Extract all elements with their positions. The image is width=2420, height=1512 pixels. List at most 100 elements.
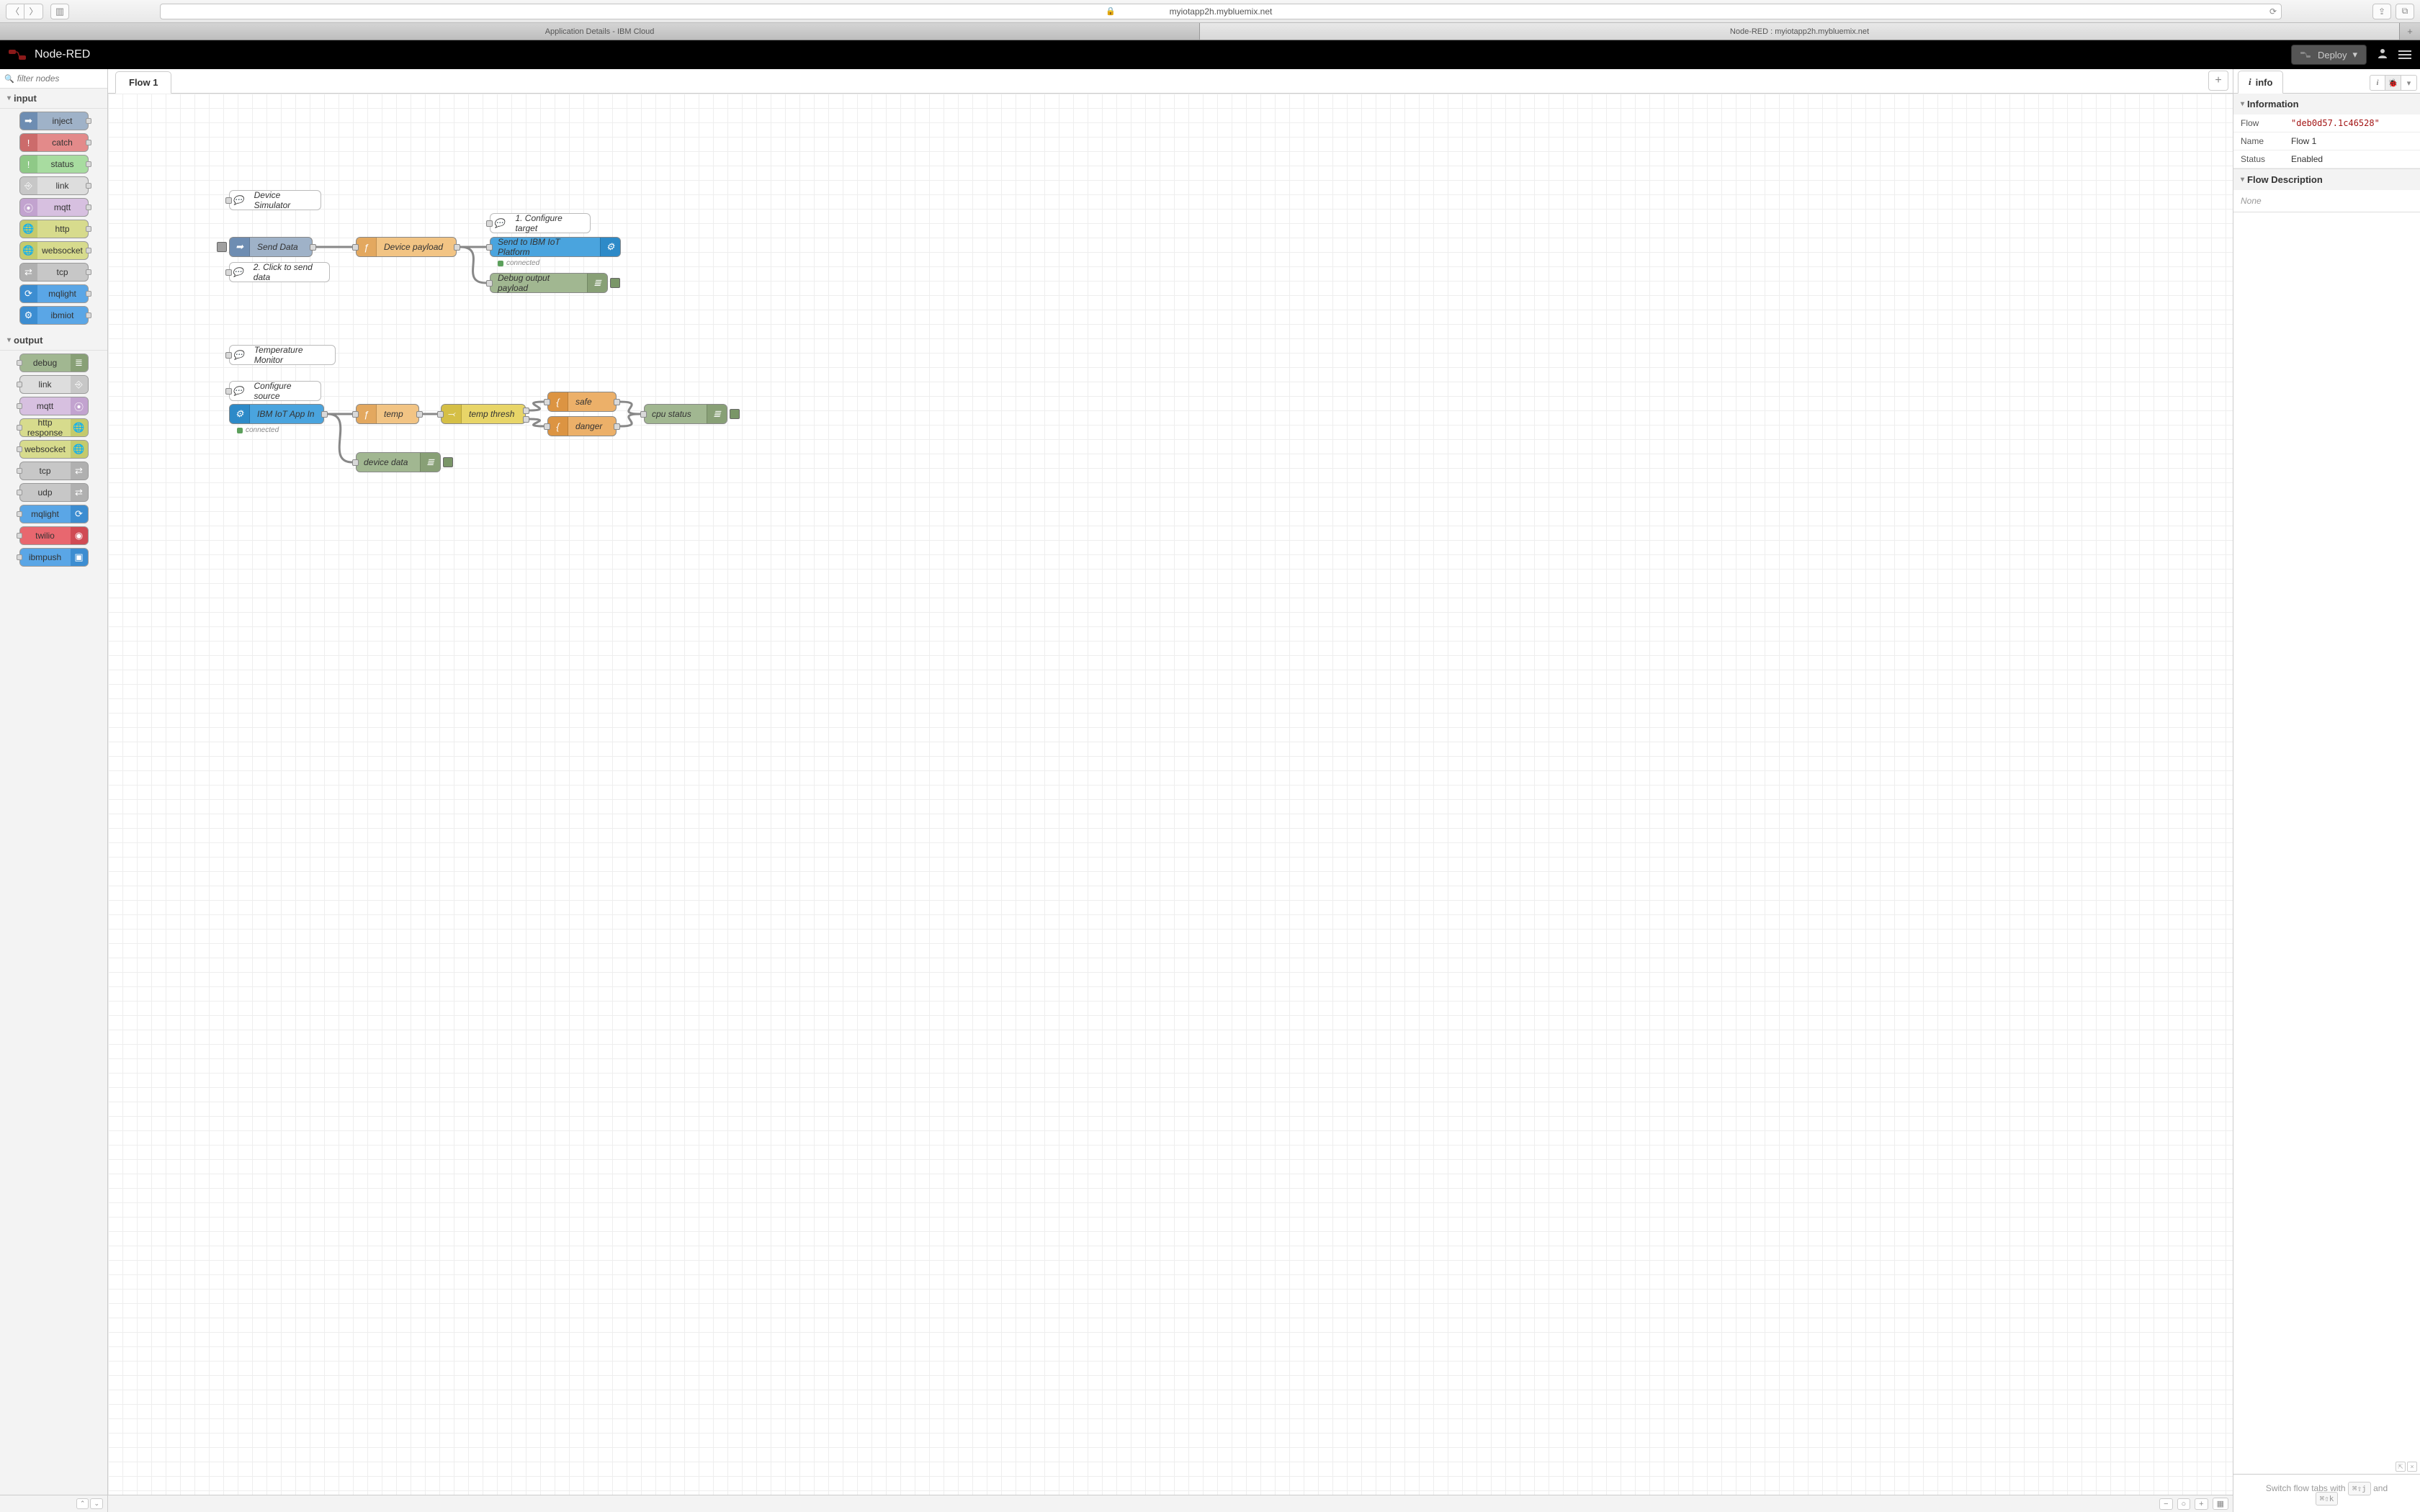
wire[interactable] bbox=[529, 419, 544, 426]
search-icon: 🔍 bbox=[4, 74, 14, 84]
info-section-header[interactable]: Flow Description bbox=[2233, 169, 2420, 190]
palette-node-mqtt[interactable]: mqtt⦿ bbox=[19, 397, 89, 415]
inject-button[interactable] bbox=[217, 242, 227, 252]
flow-node[interactable]: {danger bbox=[547, 416, 617, 436]
comment-node[interactable]: 💬1. Configure target bbox=[490, 213, 591, 233]
info-dropdown-button[interactable]: ▾ bbox=[2401, 75, 2417, 91]
status-text: connected bbox=[506, 259, 539, 267]
bars-icon: ≣ bbox=[707, 405, 727, 423]
comment-node[interactable]: 💬Configure source bbox=[229, 381, 321, 401]
palette-node-websocket[interactable]: websocket🌐 bbox=[19, 440, 89, 459]
flow-node[interactable]: cpu status≣ bbox=[644, 404, 727, 424]
debug-toggle-button[interactable] bbox=[730, 409, 740, 419]
flow-tab[interactable]: Flow 1 bbox=[115, 71, 171, 94]
palette-node-twilio[interactable]: twilio◉ bbox=[19, 526, 89, 545]
bars-icon: ≣ bbox=[587, 274, 607, 292]
palette-node-ibmiot[interactable]: ⚙ibmiot bbox=[19, 306, 89, 325]
reload-icon[interactable]: ⟳ bbox=[2269, 6, 2277, 17]
flow-canvas[interactable]: 💬Device Simulator 💬1. Configure target 💬2.… bbox=[108, 94, 2233, 1495]
palette-node-tcp[interactable]: ⇄tcp bbox=[19, 263, 89, 282]
wire[interactable] bbox=[460, 247, 486, 283]
workspace-footer: − ○ + ▦ bbox=[108, 1495, 2233, 1512]
palette-node-link[interactable]: ⎆link bbox=[19, 176, 89, 195]
info-icon-button[interactable]: i bbox=[2370, 75, 2385, 91]
palette-node-inject[interactable]: ➡inject bbox=[19, 112, 89, 130]
info-sidebar: iinfo i 🐞 ▾ Information Flow"deb0d57.1c4… bbox=[2233, 69, 2420, 1512]
comment-icon: 💬 bbox=[230, 350, 247, 360]
wire[interactable] bbox=[328, 414, 352, 462]
palette-node-websocket[interactable]: 🌐websocket bbox=[19, 241, 89, 260]
palette-node-status[interactable]: !status bbox=[19, 155, 89, 174]
close-icon[interactable]: × bbox=[2407, 1462, 2417, 1472]
wire[interactable] bbox=[620, 414, 640, 426]
chevron-down-icon: ▾ bbox=[2352, 49, 2357, 60]
info-icon: i bbox=[2249, 76, 2251, 88]
debug-toggle-button[interactable] bbox=[443, 457, 453, 467]
flow-node[interactable]: Debug output payload≣ bbox=[490, 273, 608, 293]
palette-node-http[interactable]: 🌐http bbox=[19, 220, 89, 238]
info-tab[interactable]: iinfo bbox=[2238, 71, 2283, 94]
palette-node-ibmpush[interactable]: ibmpush▣ bbox=[19, 548, 89, 567]
palette-node-mqlight[interactable]: ⟳mqlight bbox=[19, 284, 89, 303]
deploy-button[interactable]: Deploy ▾ bbox=[2291, 45, 2367, 65]
flow-node[interactable]: device data≣ bbox=[356, 452, 441, 472]
palette-search[interactable]: 🔍 bbox=[0, 69, 107, 89]
palette-collapse-up-icon[interactable]: ⌃ bbox=[76, 1498, 89, 1509]
debug-icon-button[interactable]: 🐞 bbox=[2385, 75, 2401, 91]
palette-node-mqlight[interactable]: mqlight⟳ bbox=[19, 505, 89, 523]
comment-node[interactable]: 💬2. Click to send data bbox=[229, 262, 330, 282]
flow-node[interactable]: ⤙temp thresh bbox=[441, 404, 526, 424]
sidebar-toggle-button[interactable]: ▥ bbox=[50, 4, 69, 19]
debug-toggle-button[interactable] bbox=[610, 278, 620, 288]
app-logo: Node-RED bbox=[9, 48, 90, 61]
share-icon[interactable]: ⇪ bbox=[2372, 4, 2391, 19]
palette-category-header[interactable]: input bbox=[0, 89, 107, 109]
flow-node[interactable]: ➡Send Data bbox=[229, 237, 313, 257]
comment-node[interactable]: 💬Temperature Monitor bbox=[229, 345, 336, 365]
comment-node[interactable]: 💬Device Simulator bbox=[229, 190, 321, 210]
fx-icon: ƒ bbox=[357, 405, 377, 423]
link-icon: ⎆ bbox=[71, 376, 88, 393]
palette-node-link[interactable]: link⎆ bbox=[19, 375, 89, 394]
tpl-icon: { bbox=[548, 417, 568, 436]
browser-tab[interactable]: Node-RED : myiotapp2h.mybluemix.net bbox=[1200, 23, 2400, 40]
new-tab-button[interactable]: + bbox=[2400, 23, 2420, 40]
flow-node[interactable]: ⚙IBM IoT App Inconnected bbox=[229, 404, 324, 424]
palette-node-catch[interactable]: !catch bbox=[19, 133, 89, 152]
tabs-icon[interactable]: ⧉ bbox=[2396, 4, 2414, 19]
flow-id: "deb0d57.1c46528" bbox=[2291, 118, 2380, 128]
palette-collapse-down-icon[interactable]: ⌄ bbox=[90, 1498, 103, 1509]
info-section-header[interactable]: Information bbox=[2233, 94, 2420, 114]
palette-node-udp[interactable]: udp⇄ bbox=[19, 483, 89, 502]
expand-icon[interactable]: ⇱ bbox=[2396, 1462, 2406, 1472]
zoom-in-button[interactable]: + bbox=[2195, 1498, 2208, 1510]
user-icon[interactable] bbox=[2377, 48, 2388, 63]
flow-node[interactable]: ƒDevice payload bbox=[356, 237, 457, 257]
palette-node-mqtt[interactable]: ⦿mqtt bbox=[19, 198, 89, 217]
flow-node[interactable]: {safe bbox=[547, 392, 617, 412]
forward-button[interactable]: 〉 bbox=[24, 4, 43, 19]
flow-node[interactable]: Send to IBM IoT Platform⚙connected bbox=[490, 237, 621, 257]
zoom-reset-button[interactable]: ○ bbox=[2177, 1498, 2191, 1510]
browser-tab-strip: Application Details - IBM Cloud Node-RED… bbox=[0, 23, 2420, 40]
back-button[interactable]: 〈 bbox=[6, 4, 24, 19]
phone-icon: ◉ bbox=[71, 527, 88, 544]
globe-icon: 🌐 bbox=[71, 419, 88, 436]
wire[interactable] bbox=[620, 402, 640, 414]
zoom-out-button[interactable]: − bbox=[2159, 1498, 2172, 1510]
flow-node[interactable]: ƒtemp bbox=[356, 404, 419, 424]
palette-node-http-response[interactable]: http response🌐 bbox=[19, 418, 89, 437]
palette-node-tcp[interactable]: tcp⇄ bbox=[19, 462, 89, 480]
status-text: connected bbox=[246, 426, 279, 434]
palette-category-header[interactable]: output bbox=[0, 330, 107, 351]
add-flow-button[interactable]: + bbox=[2208, 71, 2228, 91]
wire[interactable] bbox=[529, 402, 544, 410]
url-bar[interactable]: 🔒 myiotapp2h.mybluemix.net ⟳ bbox=[160, 4, 2282, 19]
kbd-shortcut: ⌘⇧j bbox=[2348, 1482, 2371, 1495]
browser-tab[interactable]: Application Details - IBM Cloud bbox=[0, 23, 1200, 40]
filter-nodes-input[interactable] bbox=[17, 73, 103, 84]
gear-icon: ⚙ bbox=[600, 238, 620, 256]
view-grid-button[interactable]: ▦ bbox=[2213, 1498, 2228, 1510]
menu-icon[interactable] bbox=[2398, 50, 2411, 59]
palette-node-debug[interactable]: debug≣ bbox=[19, 354, 89, 372]
